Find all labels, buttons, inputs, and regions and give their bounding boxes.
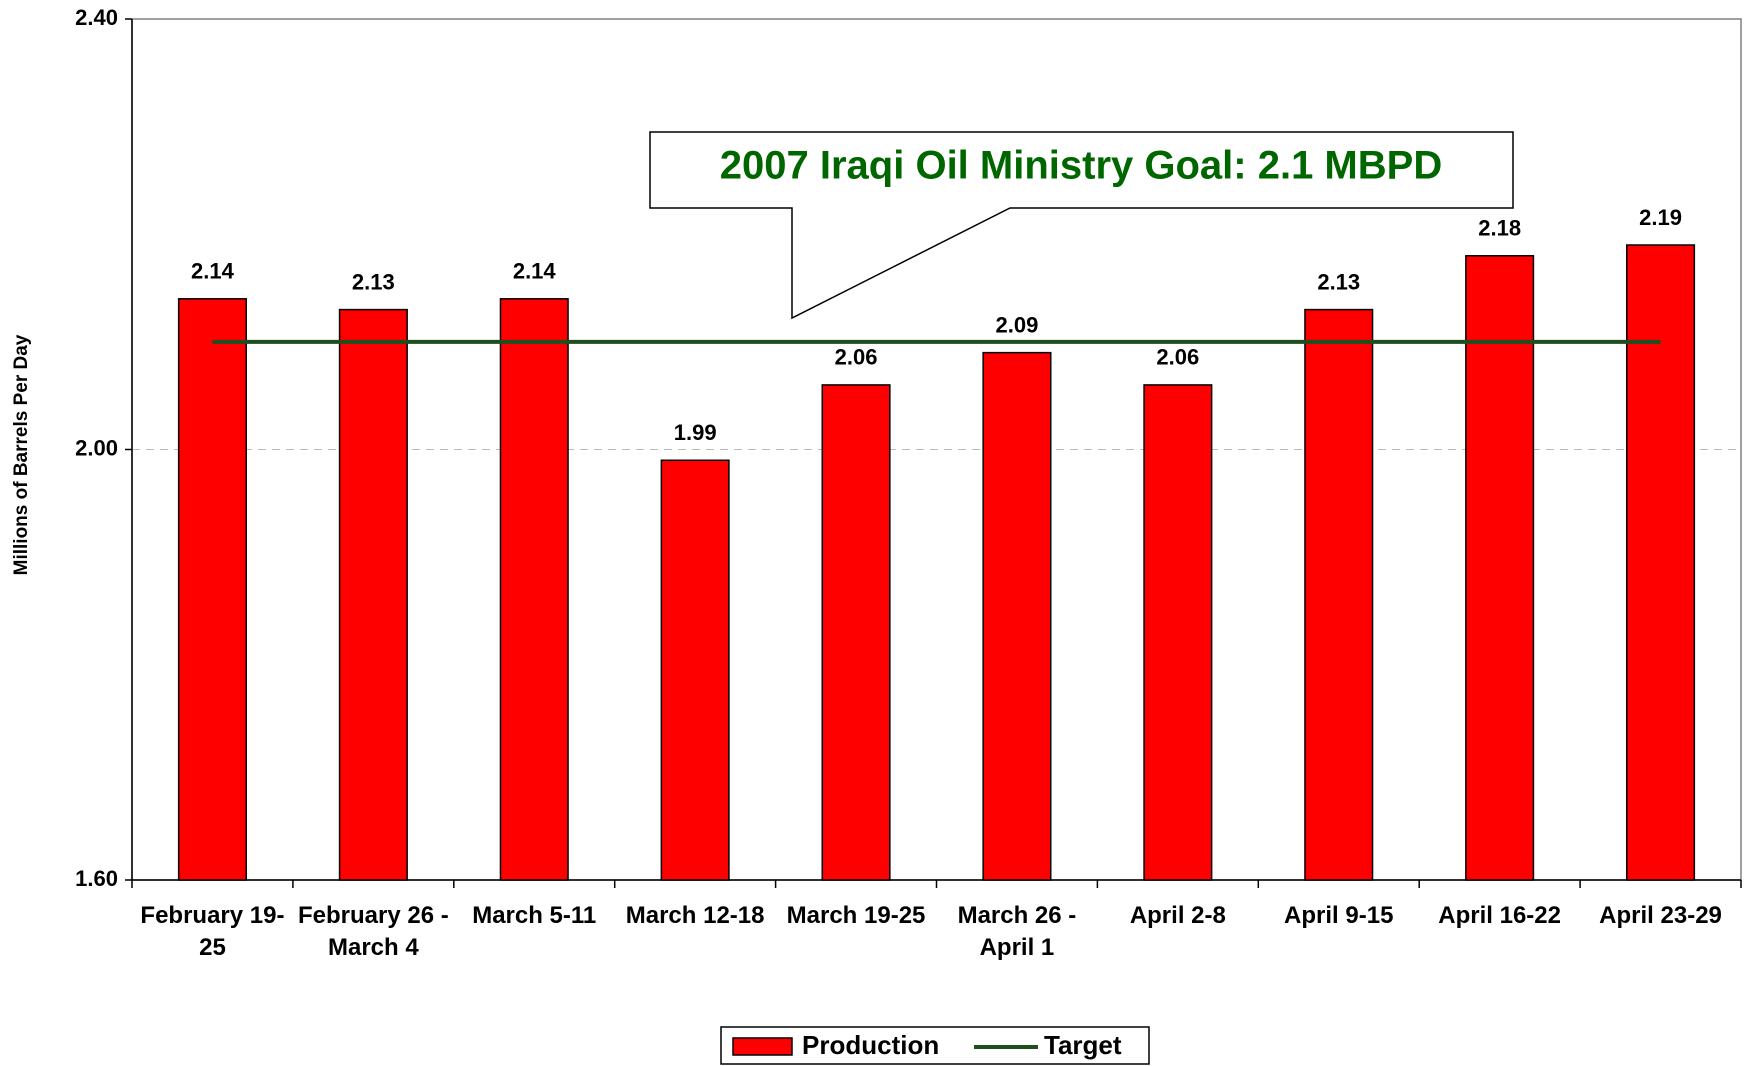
callout-box: [649, 131, 1514, 320]
bar: [982, 351, 1052, 881]
data-label: 2.18: [1478, 216, 1521, 241]
x-tick-label: February 19-25: [140, 902, 285, 961]
bar: [1465, 255, 1535, 881]
x-tick-label: March 19-25: [786, 902, 926, 929]
x-tick-label: March 26 - April 1: [957, 902, 1077, 961]
data-label: 2.06: [1156, 345, 1199, 370]
x-tick-label: February 26 - March 4: [297, 902, 449, 961]
bar: [821, 384, 891, 881]
bar: [1626, 244, 1696, 881]
data-label: 2.19: [1639, 205, 1682, 230]
data-label: 1.99: [674, 420, 717, 445]
data-label: 2.13: [352, 269, 395, 294]
data-label: 2.14: [513, 259, 557, 284]
y-tick-label: 2.40: [75, 5, 118, 30]
x-tick-label: March 12-18: [625, 902, 765, 929]
x-tick-label: April 23-29: [1599, 902, 1722, 929]
bar: [1143, 384, 1213, 881]
y-tick-label: 2.00: [75, 435, 118, 460]
legend-swatch: [732, 1037, 793, 1056]
bar: [1304, 308, 1374, 881]
x-tick-label: April 16-22: [1438, 902, 1561, 929]
y-axis-label: Millions of Barrels Per Day: [11, 334, 32, 575]
legend-label: Production: [802, 1030, 939, 1060]
data-label: 2.13: [1317, 269, 1360, 294]
data-label: 2.06: [835, 345, 878, 370]
x-tick-label: March 5-11: [472, 902, 597, 929]
bar: [660, 459, 730, 881]
bar: [177, 298, 247, 881]
x-tick-label: April 2-8: [1129, 902, 1226, 929]
annotation: 2007 Iraqi Oil Ministry Goal: 2.1 MBPD: [720, 144, 1442, 188]
bar: [499, 298, 569, 881]
x-tick-label: April 9-15: [1284, 902, 1394, 929]
data-label: 2.09: [996, 312, 1039, 337]
legend-label: Target: [1044, 1030, 1122, 1060]
bar: [338, 308, 408, 881]
data-label: 2.14: [191, 259, 235, 284]
y-tick-label: 1.60: [75, 866, 118, 891]
